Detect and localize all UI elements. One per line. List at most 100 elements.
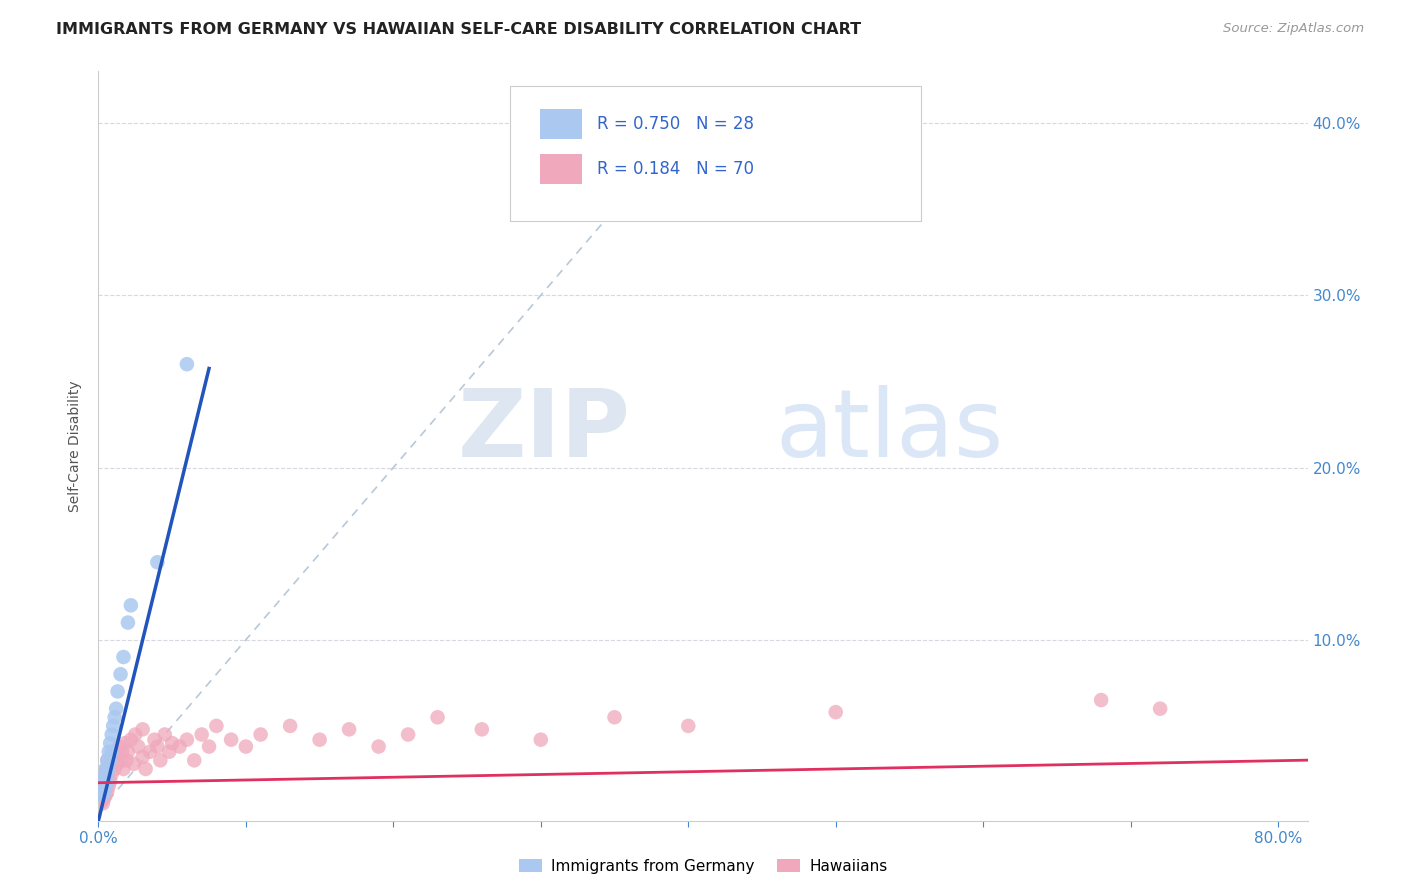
Point xyxy=(100,745,122,759)
Point xyxy=(94,774,117,789)
Point xyxy=(396,727,419,741)
Point xyxy=(110,667,132,681)
Point xyxy=(117,745,139,759)
Point xyxy=(278,719,301,733)
Point xyxy=(160,736,183,750)
Point xyxy=(117,615,139,630)
Text: R = 0.184   N = 70: R = 0.184 N = 70 xyxy=(596,160,754,178)
Point xyxy=(146,555,169,569)
Point xyxy=(112,650,135,665)
Point xyxy=(1090,693,1112,707)
Point xyxy=(367,739,389,754)
Point xyxy=(114,736,136,750)
Text: ZIP: ZIP xyxy=(457,385,630,477)
Point xyxy=(104,710,127,724)
Point xyxy=(90,788,112,802)
Point xyxy=(111,745,134,759)
Point xyxy=(93,779,115,793)
Y-axis label: Self-Care Disability: Self-Care Disability xyxy=(69,380,83,512)
Point xyxy=(122,756,145,771)
Point xyxy=(91,774,114,789)
Point xyxy=(97,762,120,776)
Point xyxy=(90,779,112,793)
Point xyxy=(98,756,121,771)
Point xyxy=(90,779,112,793)
Point xyxy=(183,753,205,767)
Point xyxy=(249,727,271,741)
Point xyxy=(190,727,212,741)
Point xyxy=(94,767,117,781)
FancyBboxPatch shape xyxy=(540,109,582,139)
FancyBboxPatch shape xyxy=(540,153,582,184)
Point xyxy=(471,723,494,737)
Point xyxy=(337,723,360,737)
Point xyxy=(101,745,124,759)
Point xyxy=(108,739,131,754)
Point xyxy=(101,753,124,767)
Point xyxy=(98,736,121,750)
Point xyxy=(97,779,120,793)
Point xyxy=(89,784,111,798)
Point xyxy=(91,771,114,785)
Point xyxy=(90,795,112,809)
Point xyxy=(98,774,121,789)
Point xyxy=(153,727,176,741)
Text: Source: ZipAtlas.com: Source: ZipAtlas.com xyxy=(1223,22,1364,36)
Point xyxy=(96,784,118,798)
FancyBboxPatch shape xyxy=(509,87,921,221)
Point xyxy=(219,732,242,747)
Point xyxy=(308,732,330,747)
Point xyxy=(96,753,118,767)
Text: IMMIGRANTS FROM GERMANY VS HAWAIIAN SELF-CARE DISABILITY CORRELATION CHART: IMMIGRANTS FROM GERMANY VS HAWAIIAN SELF… xyxy=(56,22,862,37)
Text: R = 0.750   N = 28: R = 0.750 N = 28 xyxy=(596,115,754,133)
Point xyxy=(176,357,198,371)
Point xyxy=(93,791,115,805)
Point xyxy=(115,753,138,767)
Point xyxy=(100,767,122,781)
Point xyxy=(678,719,700,733)
Point xyxy=(97,745,120,759)
Point xyxy=(235,739,257,754)
Point xyxy=(98,753,121,767)
Point xyxy=(94,762,117,776)
Point xyxy=(120,599,142,613)
Point xyxy=(110,753,132,767)
Point xyxy=(426,710,449,724)
Point xyxy=(91,784,114,798)
Point xyxy=(157,745,180,759)
Point xyxy=(100,727,122,741)
Point xyxy=(205,719,228,733)
Point xyxy=(112,762,135,776)
Point xyxy=(96,753,118,767)
Point xyxy=(105,701,128,715)
Point xyxy=(105,750,128,764)
Point xyxy=(139,745,162,759)
Point xyxy=(131,723,153,737)
Point xyxy=(176,732,198,747)
Point xyxy=(603,710,626,724)
Point xyxy=(89,791,111,805)
Point xyxy=(149,753,172,767)
Point xyxy=(90,784,112,798)
Point xyxy=(824,705,846,719)
Point xyxy=(146,739,169,754)
Point xyxy=(94,762,117,776)
Point xyxy=(93,784,115,798)
Point xyxy=(198,739,221,754)
Point xyxy=(96,774,118,789)
Point xyxy=(104,762,127,776)
Legend: Immigrants from Germany, Hawaiians: Immigrants from Germany, Hawaiians xyxy=(513,853,893,880)
Point xyxy=(91,788,114,802)
Point xyxy=(93,767,115,781)
Point xyxy=(93,771,115,785)
Point xyxy=(131,750,153,764)
Point xyxy=(107,756,129,771)
Point xyxy=(169,739,191,754)
Point xyxy=(89,788,111,802)
Point xyxy=(107,684,129,698)
Point xyxy=(143,732,166,747)
Point xyxy=(120,732,142,747)
Point xyxy=(101,719,124,733)
Point xyxy=(94,779,117,793)
Point xyxy=(1149,701,1171,715)
